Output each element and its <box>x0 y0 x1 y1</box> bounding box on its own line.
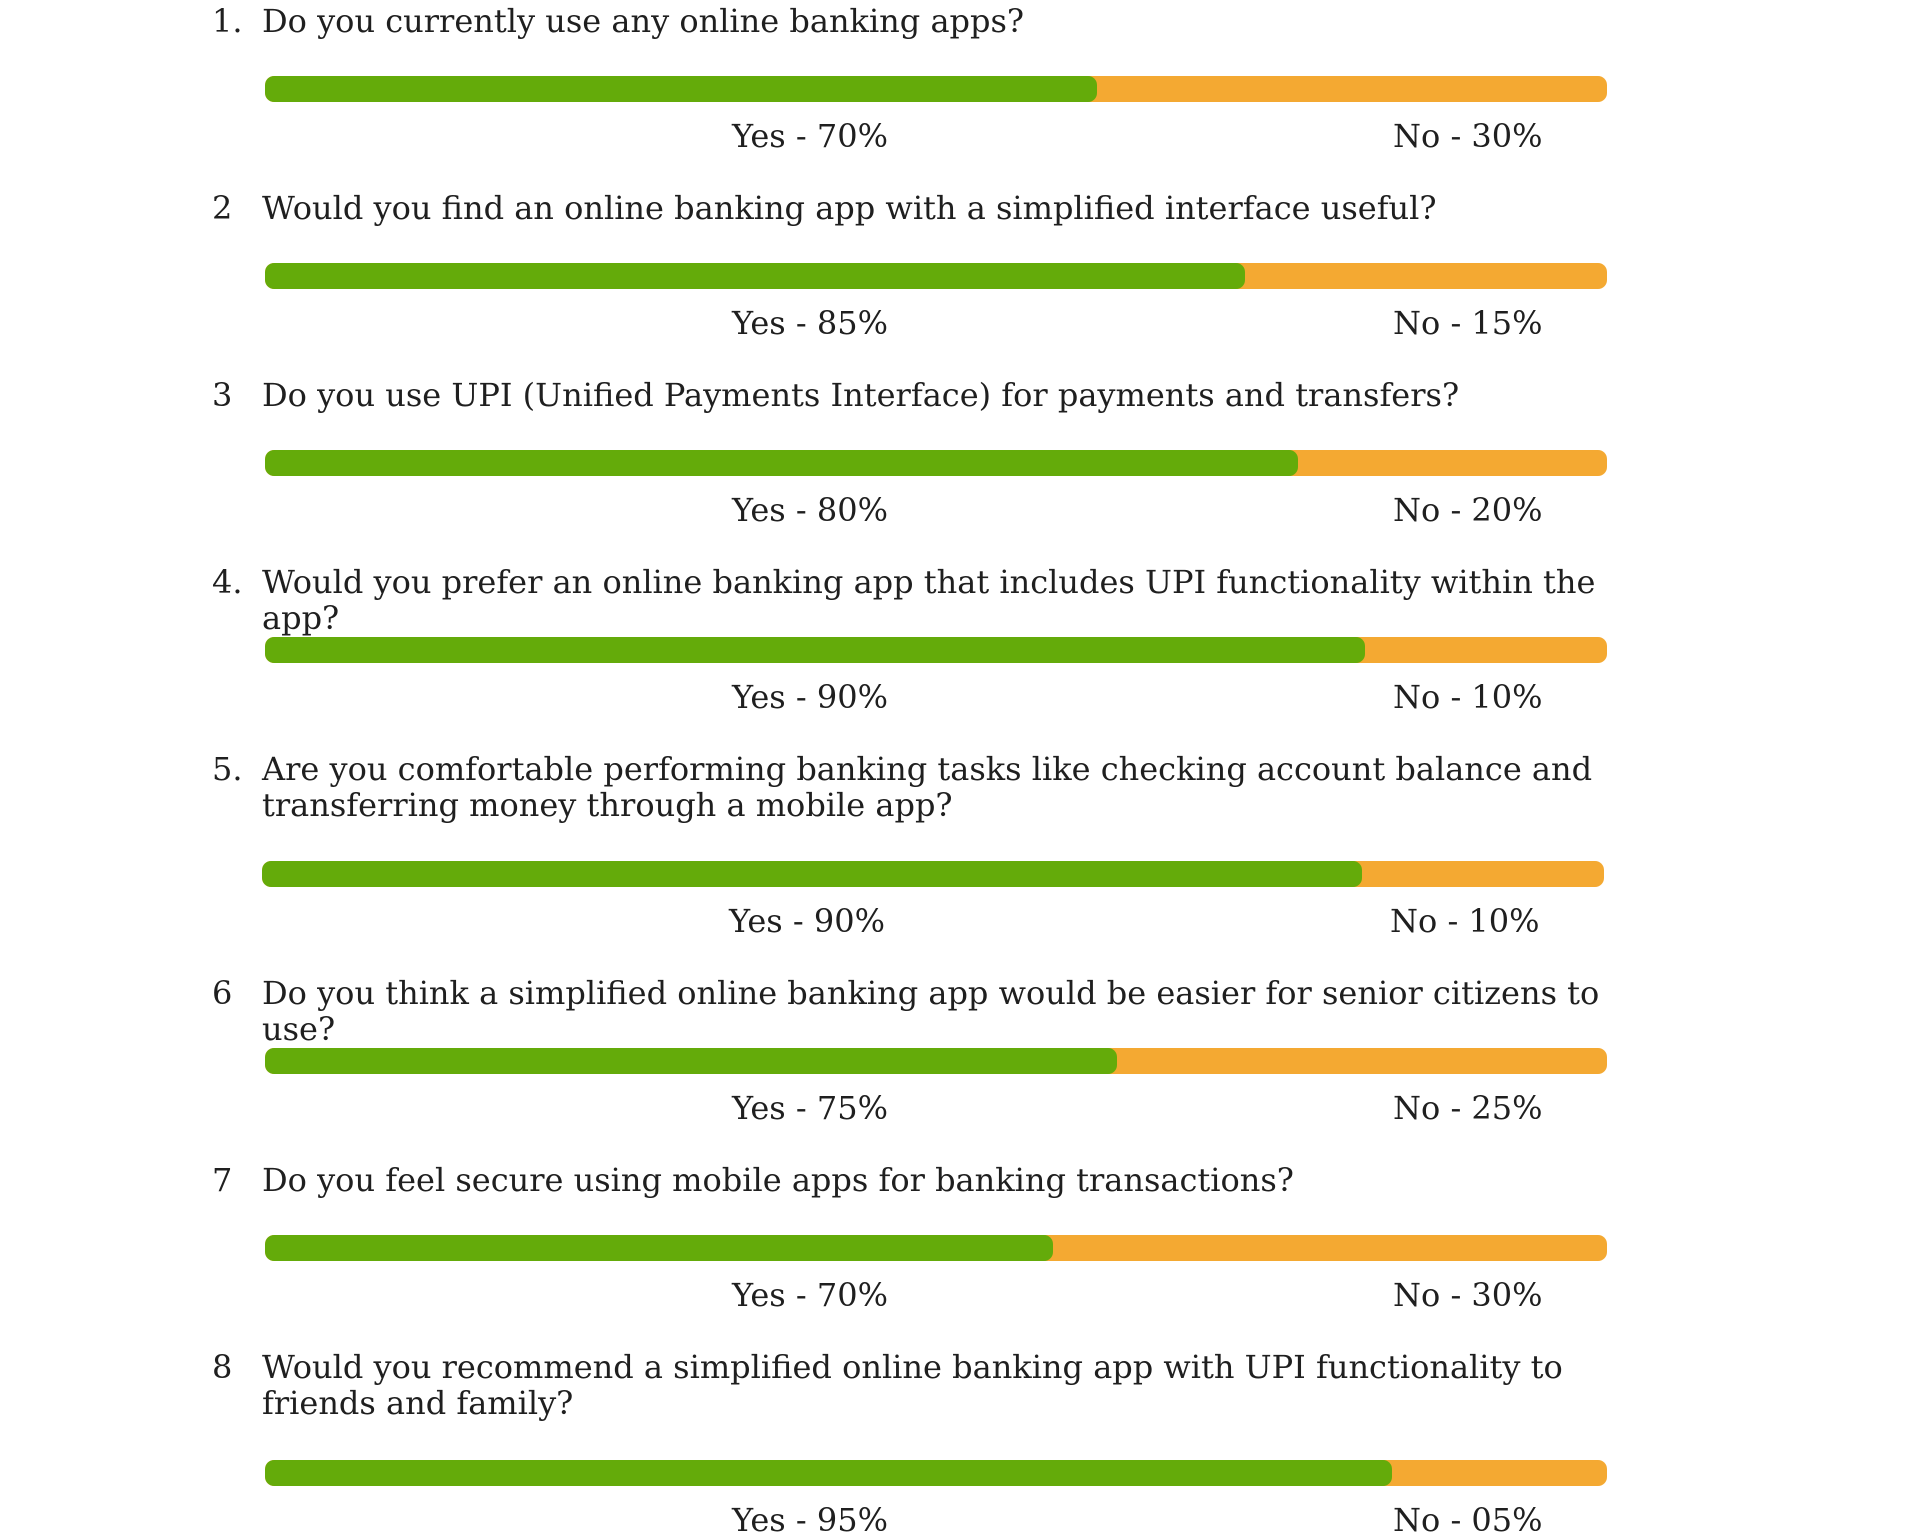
yes-percentage-label: Yes - 95% <box>732 1501 888 1539</box>
bar-segment-yes <box>265 637 1366 663</box>
question-number: 2 <box>212 189 233 227</box>
no-percentage-label: No - 30% <box>1393 117 1543 155</box>
question-number: 3 <box>212 376 233 414</box>
response-bar <box>262 861 1604 887</box>
question-text: Would you recommend a simplified online … <box>262 1348 1563 1422</box>
question-text: Are you comfortable performing banking t… <box>262 750 1593 824</box>
no-percentage-label: No - 10% <box>1393 678 1543 716</box>
no-percentage-label: No - 25% <box>1393 1089 1543 1127</box>
no-percentage-label: No - 15% <box>1393 304 1543 342</box>
yes-percentage-label: Yes - 70% <box>732 1276 888 1314</box>
bar-segment-yes <box>265 263 1245 289</box>
question-number: 7 <box>212 1161 233 1199</box>
question-number: 1. <box>212 2 243 40</box>
yes-percentage-label: Yes - 85% <box>732 304 888 342</box>
question-number: 8 <box>212 1348 233 1386</box>
yes-percentage-label: Yes - 90% <box>729 902 885 940</box>
yes-percentage-label: Yes - 90% <box>732 678 888 716</box>
question-text: Do you feel secure using mobile apps for… <box>262 1161 1294 1199</box>
response-bar <box>265 1048 1607 1074</box>
question-text: Do you currently use any online banking … <box>262 2 1025 40</box>
no-percentage-label: No - 30% <box>1393 1276 1543 1314</box>
question-number: 4. <box>212 563 243 601</box>
yes-percentage-label: Yes - 80% <box>732 491 888 529</box>
bar-segment-yes <box>265 76 1098 102</box>
response-bar <box>265 76 1607 102</box>
response-bar <box>265 1235 1607 1261</box>
response-bar <box>265 263 1607 289</box>
bar-segment-yes <box>265 1235 1053 1261</box>
bar-segment-yes <box>265 1048 1118 1074</box>
no-percentage-label: No - 10% <box>1390 902 1540 940</box>
response-bar <box>265 1460 1607 1486</box>
bar-segment-yes <box>262 861 1363 887</box>
question-text: Would you find an online banking app wit… <box>262 189 1437 227</box>
yes-percentage-label: Yes - 70% <box>732 117 888 155</box>
question-text: Do you think a simplified online banking… <box>262 974 1600 1048</box>
bar-segment-yes <box>265 450 1299 476</box>
question-number: 6 <box>212 974 233 1012</box>
question-text: Do you use UPI (Unified Payments Interfa… <box>262 376 1460 414</box>
no-percentage-label: No - 05% <box>1393 1501 1543 1539</box>
no-percentage-label: No - 20% <box>1393 491 1543 529</box>
question-text: Would you prefer an online banking app t… <box>262 563 1596 637</box>
yes-percentage-label: Yes - 75% <box>732 1089 888 1127</box>
response-bar <box>265 450 1607 476</box>
bar-segment-yes <box>265 1460 1393 1486</box>
response-bar <box>265 637 1607 663</box>
question-number: 5. <box>212 750 243 788</box>
